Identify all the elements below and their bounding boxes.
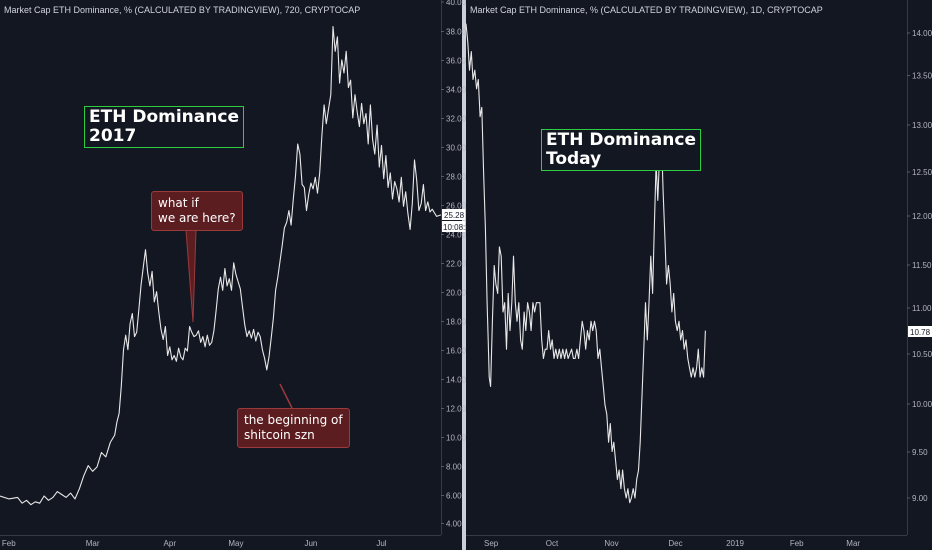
y-tick-label: 20.00 [446, 289, 467, 298]
series-line [465, 23, 706, 504]
y-tick-label: 28.00 [446, 173, 467, 182]
y-tick-label: 26.00 [446, 202, 467, 211]
last-value-label: 25.28 [444, 211, 465, 220]
x-tick-label: Apr [164, 539, 177, 548]
last-time-tag [442, 221, 465, 232]
y-tick-label: 9.50 [912, 448, 928, 457]
y-tick-label: 10.00 [912, 400, 932, 409]
chart-title: Market Cap ETH Dominance, % (CALCULATED … [4, 5, 360, 15]
y-tick-label: 34.00 [446, 86, 467, 95]
y-tick-label: 8.00 [446, 463, 462, 472]
x-tick-label: Feb [2, 539, 16, 548]
eth-dominance-today-label: ETH Dominance Today [541, 129, 701, 171]
y-tick-label: 12.00 [446, 405, 467, 414]
last-value-tag [442, 209, 465, 220]
x-tick-label: May [228, 539, 243, 548]
callout-1-pointer [185, 229, 197, 323]
callout-2-pointer [279, 383, 293, 409]
y-tick-label: 10.50 [912, 350, 932, 359]
y-tick-label: 40.00 [446, 0, 467, 7]
chart-title: Market Cap ETH Dominance, % (CALCULATED … [470, 5, 823, 15]
y-tick-label: 18.00 [446, 318, 467, 327]
chart-pane-1: 40.00 38.00 36.00 34.00 32.00 30.00 28.00 26.00… [0, 0, 475, 548]
pane-divider [462, 0, 466, 550]
x-tick-label: Mar [846, 539, 860, 548]
callout-what-if: what if we are here? [151, 191, 243, 231]
y-tick-label: 16.00 [446, 347, 467, 356]
y-tick-label: 14.00 [446, 376, 467, 385]
y-tick-label: 30.00 [446, 144, 467, 153]
x-tick-label: Jul [376, 539, 386, 548]
callout-shitcoin-szn: the beginning of shitcoin szn [237, 408, 350, 448]
y-tick-label: 9.00 [912, 494, 928, 503]
last-time-label: 10:08:20 [443, 223, 475, 232]
x-tick-label: Oct [546, 539, 559, 548]
y-tick-label: 13.00 [912, 121, 932, 130]
y-tick-label: 4.00 [446, 520, 462, 529]
eth-dominance-2017-label: ETH Dominance 2017 [84, 106, 244, 148]
y-tick-label: 12.00 [912, 212, 932, 221]
y-tick-label: 13.50 [912, 72, 932, 81]
y-tick-label: 14.00 [912, 29, 932, 38]
last-value-label: 10.78 [910, 328, 931, 337]
y-tick-label: 36.00 [446, 57, 467, 66]
y-tick-label: 12.50 [912, 168, 932, 177]
series-line [0, 26, 442, 506]
x-tick-label: Mar [86, 539, 100, 548]
y-tick-label: 24.00 [446, 231, 467, 240]
x-tick-label: Feb [790, 539, 804, 548]
y-tick-label: 22.00 [446, 260, 467, 269]
y-tick-label: 10.00 [446, 434, 467, 443]
last-value-tag [908, 326, 932, 337]
x-tick-label: 2019 [726, 539, 744, 548]
chart-pane-2: 14.00 13.50 13.00 12.50 12.00 11.50 11.00 10.50… [465, 0, 932, 548]
y-tick-label: 11.00 [912, 304, 932, 313]
y-tick-label: 32.00 [446, 115, 467, 124]
x-tick-label: Dec [668, 539, 682, 548]
y-tick-label: 6.00 [446, 492, 462, 501]
x-tick-label: Nov [604, 539, 618, 548]
x-tick-label: Jun [304, 539, 317, 548]
y-tick-label: 11.50 [912, 261, 932, 270]
x-tick-label: Sep [484, 539, 499, 548]
y-tick-label: 38.00 [446, 28, 467, 37]
